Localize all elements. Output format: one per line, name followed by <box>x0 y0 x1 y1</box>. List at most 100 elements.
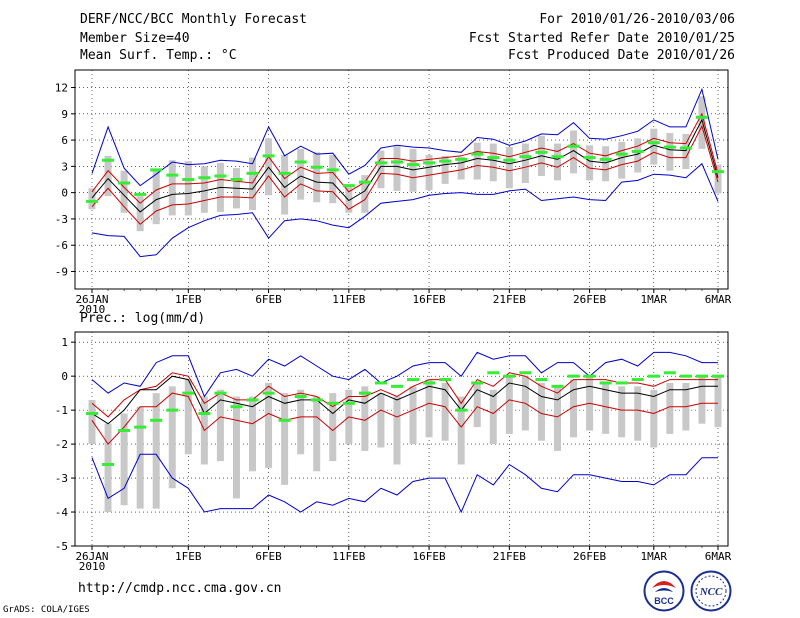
temp-observed-marker <box>342 184 355 188</box>
temp-spread-box <box>714 164 722 194</box>
temp-spread-box <box>104 155 112 197</box>
precip-observed-marker <box>326 401 339 405</box>
precip-observed-marker <box>166 408 179 412</box>
temp-ytick-label: 9 <box>61 108 68 121</box>
temp-panel: -9 -6 -3 0 3 6 9 12 26JAN 1FEB 6FEB 11FEB 16FEB 21FEB… <box>55 69 732 316</box>
precip-observed-marker <box>342 401 355 405</box>
temp-spread-box <box>618 141 626 179</box>
precip-spread-box <box>313 396 321 472</box>
forecast-range-label: For 2010/01/26-2010/03/06 <box>539 12 735 27</box>
precip-observed-marker <box>198 412 211 416</box>
temp-observed-marker <box>326 168 339 172</box>
temp-spread-box <box>650 128 658 165</box>
temp-observed-marker <box>214 174 227 178</box>
precip-observed-marker <box>487 371 500 375</box>
precip-ytick-label: -1 <box>55 404 68 417</box>
temp-observed-marker <box>535 150 548 154</box>
precip-spread-box <box>650 389 658 448</box>
temp-observed-marker <box>551 155 564 159</box>
temp-spread-box <box>184 161 192 216</box>
precip-xtick-label: 26JAN <box>75 550 108 563</box>
precip-observed-marker <box>503 374 516 378</box>
precip-observed-marker <box>407 378 420 382</box>
temp-observed-marker <box>695 115 708 119</box>
temp-spread-box <box>152 169 160 225</box>
precip-observed-marker <box>647 374 660 378</box>
precip-observed-marker <box>567 374 580 378</box>
precip-ytick-label: -2 <box>55 438 68 451</box>
precip-xtick-label: 21FEB <box>493 550 526 563</box>
precip-spread-box <box>537 382 545 441</box>
temp-observed-marker <box>134 192 147 196</box>
temp-observed-marker <box>390 160 403 164</box>
precip-xtick-label: 6MAR <box>705 550 732 563</box>
precip-observed-marker <box>134 425 147 429</box>
precip-spread-box <box>505 376 513 434</box>
temp-observed-marker <box>182 178 195 181</box>
temp-ytick-label: 12 <box>55 82 68 95</box>
precip-frame <box>74 331 729 547</box>
precip-spread-box <box>473 382 481 428</box>
temp-ytick-label: 3 <box>61 160 68 173</box>
temp-min-line <box>91 162 719 258</box>
precip-max-line <box>91 351 718 398</box>
precip-panel: -5 -4 -3 -2 -1 0 1 26JAN 1FEB 6FEB 11FEB 16FEB 21FEB… <box>55 331 732 573</box>
precip-observed-marker <box>246 398 259 402</box>
temp-frame <box>74 69 729 290</box>
temp-observed-marker <box>358 180 371 184</box>
precip-min-line <box>91 453 718 514</box>
precip-spread-box <box>136 406 144 509</box>
temp-spread-box <box>634 138 642 173</box>
temp-observed-marker <box>102 158 115 162</box>
precip-spread-box <box>553 386 561 451</box>
temp-spread-box <box>120 170 128 213</box>
temp-spread-box <box>505 147 513 189</box>
precip-spread-box <box>634 386 642 441</box>
temp-observed-marker <box>166 173 179 177</box>
temp-spread-box <box>297 148 305 200</box>
bcc-logo-arc <box>652 581 676 588</box>
precip-ytick-label: -4 <box>55 506 69 519</box>
temp-lower-line <box>91 124 719 225</box>
fcst-produced-label: Fcst Produced Date 2010/01/26 <box>508 48 735 63</box>
source-url[interactable]: http://cmdp.ncc.cma.gov.cn <box>78 581 282 596</box>
temp-observed-marker <box>262 154 275 158</box>
temp-observed-marker <box>294 160 307 164</box>
temp-year-label: 2010 <box>79 303 106 316</box>
temp-observed-marker <box>86 199 98 203</box>
temp-xtick-label: 1FEB <box>175 293 202 306</box>
precip-spread-box <box>152 393 160 509</box>
precip-spread-box <box>232 396 240 499</box>
precip-spread-box <box>184 379 192 455</box>
precip-xtick-label: 16FEB <box>413 550 446 563</box>
temp-xtick-label: 6MAR <box>705 293 732 306</box>
precip-spread-box <box>377 393 385 448</box>
precip-year-label: 2010 <box>79 560 106 573</box>
temp-observed-marker <box>118 181 131 185</box>
precip-spread-box <box>329 393 337 462</box>
temp-spread-box <box>200 166 208 213</box>
precip-observed-marker <box>583 374 596 378</box>
precip-lower-line <box>91 392 718 445</box>
temp-ytick-label: -9 <box>55 265 68 278</box>
temp-spread-box <box>553 143 561 181</box>
precip-observed-marker <box>712 374 724 378</box>
precip-spread-box <box>714 376 722 428</box>
temp-observed-marker <box>310 165 323 169</box>
precip-observed-marker <box>631 378 644 382</box>
temp-spread-box <box>457 156 465 180</box>
precip-observed-marker <box>182 391 195 395</box>
temp-observed-marker <box>455 157 468 161</box>
precip-xtick-label: 6FEB <box>255 550 282 563</box>
precip-observed-marker <box>278 418 291 422</box>
chart-title: DERF/NCC/BCC Monthly Forecast <box>80 12 307 27</box>
precip-observed-marker <box>471 381 484 385</box>
temp-xtick-label: 1MAR <box>641 293 668 306</box>
temp-ytick-label: 6 <box>61 134 68 147</box>
temp-observed-marker <box>487 156 500 160</box>
precip-panel-title: Prec.: log(mm/d) <box>80 311 206 326</box>
temp-spread-box <box>281 154 289 215</box>
temp-xtick-label: 11FEB <box>332 293 365 306</box>
temp-ytick-label: -3 <box>55 213 68 226</box>
